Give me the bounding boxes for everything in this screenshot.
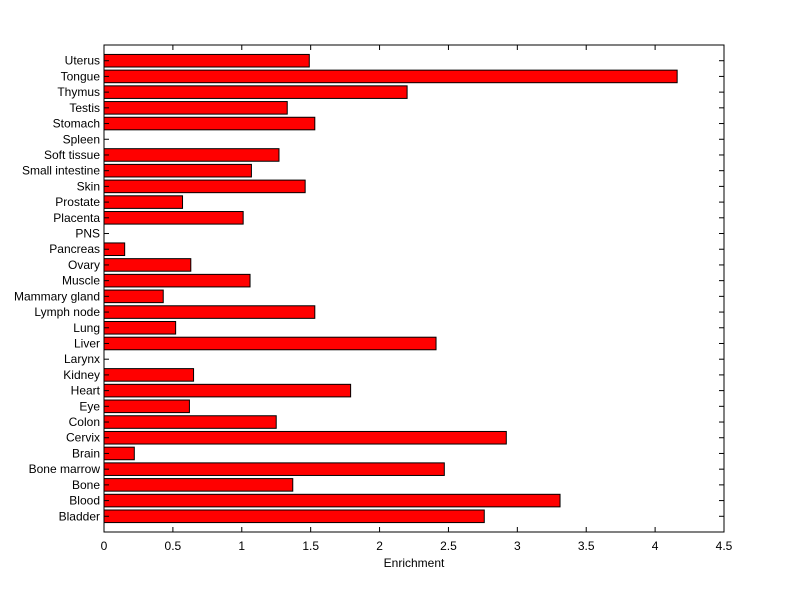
category-label: Lymph node — [34, 305, 100, 319]
bar — [103, 85, 408, 99]
x-axis-label: Enrichment — [384, 556, 445, 570]
category-label: Uterus — [65, 54, 100, 68]
category-label: Mammary gland — [14, 289, 100, 303]
category-label: Cervix — [66, 431, 100, 445]
bar — [103, 305, 316, 319]
bar — [103, 336, 437, 351]
category-label: Pancreas — [49, 242, 100, 256]
bar — [103, 195, 184, 209]
bar — [103, 273, 251, 288]
x-tick-label: 1 — [238, 539, 245, 553]
plot-frame — [103, 44, 725, 533]
category-label: Muscle — [62, 274, 100, 288]
category-label: Kidney — [63, 368, 100, 382]
bar — [103, 148, 280, 162]
category-label: Brain — [72, 446, 100, 460]
category-label: Testis — [69, 101, 100, 115]
bar — [103, 509, 485, 524]
bar — [103, 258, 192, 272]
bar — [103, 462, 445, 476]
category-label: Skin — [77, 179, 100, 193]
bar — [103, 383, 352, 398]
bar — [103, 289, 164, 304]
bar — [103, 320, 177, 335]
x-tick-label: 0.5 — [165, 539, 182, 553]
bar — [103, 116, 316, 131]
bar — [103, 478, 294, 492]
bar — [103, 415, 277, 429]
category-label: Placenta — [53, 211, 100, 225]
category-label: Eye — [79, 399, 100, 413]
x-tick-label: 3 — [514, 539, 521, 553]
x-tick-label: 4.5 — [716, 539, 733, 553]
category-label: Lung — [73, 321, 100, 335]
category-label: Bone marrow — [29, 462, 101, 476]
category-label: Bone — [72, 478, 100, 492]
x-tick-label: 0 — [101, 539, 108, 553]
category-label: Bladder — [59, 509, 100, 523]
category-label: Heart — [71, 384, 101, 398]
x-tick-label: 3.5 — [578, 539, 595, 553]
category-label: Larynx — [64, 352, 100, 366]
category-label: Colon — [69, 415, 100, 429]
bar — [103, 211, 244, 225]
category-label: Stomach — [53, 117, 100, 131]
category-label: Soft tissue — [44, 148, 100, 162]
category-label: Blood — [69, 494, 100, 508]
category-label: Ovary — [68, 258, 100, 272]
bar — [103, 430, 507, 445]
x-tick-label: 2 — [376, 539, 383, 553]
bar — [103, 368, 195, 382]
category-label: Small intestine — [22, 164, 100, 178]
bar — [103, 101, 288, 115]
category-label: Prostate — [55, 195, 100, 209]
bar — [103, 179, 306, 194]
category-label: Spleen — [63, 132, 100, 146]
bar — [103, 399, 190, 414]
x-tick-label: 2.5 — [440, 539, 457, 553]
x-tick-label: 1.5 — [302, 539, 319, 553]
category-label: Liver — [74, 336, 100, 350]
bar — [103, 53, 310, 68]
category-label: PNS — [75, 227, 100, 241]
category-label: Thymus — [57, 85, 100, 99]
bar — [103, 163, 252, 178]
x-tick-label: 4 — [652, 539, 659, 553]
x-tick-labels: 0 0.5 1 1.5 2 2.5 3 3.5 4 4.5 — [101, 539, 733, 553]
category-label: Tongue — [61, 69, 101, 83]
tick-marks — [103, 45, 725, 532]
bar — [103, 493, 561, 508]
bar — [103, 69, 678, 84]
